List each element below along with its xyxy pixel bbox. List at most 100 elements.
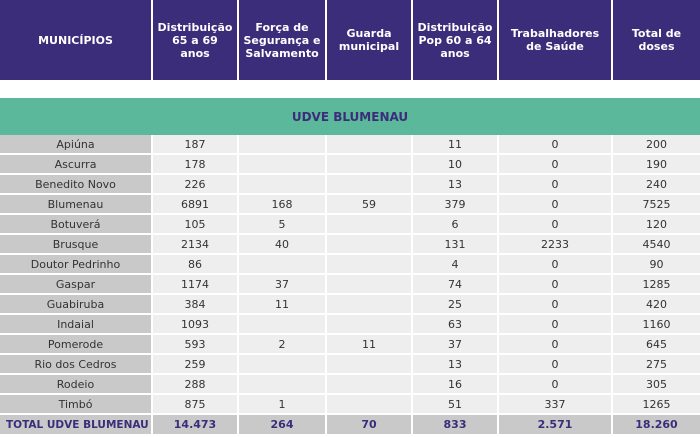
cell-distribuicao-60-64: 51: [412, 394, 499, 415]
cell-distribuicao-65-69: 187: [152, 135, 239, 155]
cell-guarda-municipal: [326, 274, 413, 295]
header-table: MUNICÍPIOS Distribuição 65 a 69 anos For…: [0, 0, 700, 80]
table-row: Doutor Pedrinho 86 4 0 90: [0, 254, 700, 275]
cell-municipio: Apiúna: [0, 135, 153, 155]
cell-distribuicao-65-69: 259: [152, 354, 239, 375]
cell-distribuicao-60-64: 131: [412, 234, 499, 255]
cell-municipio: Indaial: [0, 314, 153, 335]
cell-guarda-municipal: 59: [326, 194, 413, 215]
cell-guarda-municipal: [326, 135, 413, 155]
cell-municipio: Botuverá: [0, 214, 153, 235]
cell-municipio: Rodeio: [0, 374, 153, 395]
cell-forca-seguranca: [238, 135, 327, 155]
table-row: Indaial 1093 63 0 1160: [0, 314, 700, 335]
cell-guarda-municipal: [326, 174, 413, 195]
cell-municipio: Gaspar: [0, 274, 153, 295]
cell-forca-seguranca: [238, 354, 327, 375]
cell-guarda-municipal: [326, 154, 413, 175]
cell-trabalhadores-saude: 0: [498, 154, 613, 175]
table-row: Ascurra 178 10 0 190: [0, 154, 700, 175]
cell-forca-seguranca: 168: [238, 194, 327, 215]
cell-distribuicao-65-69: 384: [152, 294, 239, 315]
cell-trabalhadores-saude: 0: [498, 254, 613, 275]
cell-distribuicao-65-69: 875: [152, 394, 239, 415]
cell-distribuicao-60-64: 13: [412, 354, 499, 375]
cell-total-doses: 1265: [612, 394, 700, 415]
cell-trabalhadores-saude: 0: [498, 194, 613, 215]
table-row: Botuverá 105 5 6 0 120: [0, 214, 700, 235]
table-row: Blumenau 6891 168 59 379 0 7525: [0, 194, 700, 215]
total-trabalhadores-saude: 2.571: [498, 414, 613, 436]
cell-guarda-municipal: 11: [326, 334, 413, 355]
cell-guarda-municipal: [326, 394, 413, 415]
cell-total-doses: 645: [612, 334, 700, 355]
cell-forca-seguranca: 5: [238, 214, 327, 235]
cell-distribuicao-60-64: 379: [412, 194, 499, 215]
cell-total-doses: 90: [612, 254, 700, 275]
cell-distribuicao-60-64: 63: [412, 314, 499, 335]
cell-guarda-municipal: [326, 314, 413, 335]
cell-guarda-municipal: [326, 374, 413, 395]
table-row: Pomerode 593 2 11 37 0 645: [0, 334, 700, 355]
total-row: TOTAL UDVE BLUMENAU 14.473 264 70 833 2.571 18…: [0, 414, 700, 436]
table-row: Apiúna 187 11 0 200: [0, 135, 700, 155]
cell-distribuicao-65-69: 86: [152, 254, 239, 275]
cell-municipio: Doutor Pedrinho: [0, 254, 153, 275]
cell-total-doses: 420: [612, 294, 700, 315]
cell-forca-seguranca: 1: [238, 394, 327, 415]
cell-trabalhadores-saude: 0: [498, 374, 613, 395]
cell-total-doses: 4540: [612, 234, 700, 255]
cell-forca-seguranca: [238, 254, 327, 275]
total-guarda-municipal: 70: [326, 414, 413, 436]
cell-trabalhadores-saude: 0: [498, 274, 613, 295]
cell-distribuicao-60-64: 74: [412, 274, 499, 295]
total-distribuicao-60-64: 833: [412, 414, 499, 436]
cell-distribuicao-65-69: 226: [152, 174, 239, 195]
cell-distribuicao-65-69: 105: [152, 214, 239, 235]
table-row: Gaspar 1174 37 74 0 1285: [0, 274, 700, 295]
table-row: Rio dos Cedros 259 13 0 275: [0, 354, 700, 375]
cell-forca-seguranca: [238, 154, 327, 175]
header-distribuicao-60-64: Distribuição Pop 60 a 64 anos: [412, 0, 499, 80]
cell-total-doses: 190: [612, 154, 700, 175]
cell-trabalhadores-saude: 2233: [498, 234, 613, 255]
header-trabalhadores-saude: Trabalhadores de Saúde: [498, 0, 613, 80]
cell-total-doses: 1285: [612, 274, 700, 295]
header-total-doses: Total de doses: [612, 0, 700, 80]
cell-trabalhadores-saude: 0: [498, 354, 613, 375]
header-distribuicao-65-69: Distribuição 65 a 69 anos: [152, 0, 239, 80]
total-municipio: TOTAL UDVE BLUMENAU: [0, 414, 153, 436]
cell-total-doses: 120: [612, 214, 700, 235]
cell-forca-seguranca: [238, 174, 327, 195]
cell-trabalhadores-saude: 0: [498, 334, 613, 355]
cell-distribuicao-65-69: 2134: [152, 234, 239, 255]
total-total-doses: 18.260: [612, 414, 700, 436]
cell-distribuicao-60-64: 11: [412, 135, 499, 155]
cell-distribuicao-60-64: 13: [412, 174, 499, 195]
cell-total-doses: 240: [612, 174, 700, 195]
cell-trabalhadores-saude: 337: [498, 394, 613, 415]
cell-municipio: Blumenau: [0, 194, 153, 215]
cell-guarda-municipal: [326, 254, 413, 275]
cell-forca-seguranca: 2: [238, 334, 327, 355]
cell-municipio: Timbó: [0, 394, 153, 415]
cell-municipio: Guabiruba: [0, 294, 153, 315]
cell-distribuicao-65-69: 1093: [152, 314, 239, 335]
cell-forca-seguranca: 40: [238, 234, 327, 255]
cell-total-doses: 305: [612, 374, 700, 395]
cell-trabalhadores-saude: 0: [498, 135, 613, 155]
cell-guarda-municipal: [326, 214, 413, 235]
cell-trabalhadores-saude: 0: [498, 214, 613, 235]
cell-municipio: Pomerode: [0, 334, 153, 355]
data-table: Apiúna 187 11 0 200 Ascurra 178 10 0 190 Benedito …: [0, 135, 700, 436]
table-row: Benedito Novo 226 13 0 240: [0, 174, 700, 195]
cell-distribuicao-60-64: 6: [412, 214, 499, 235]
cell-forca-seguranca: 37: [238, 274, 327, 295]
region-title: UDVE BLUMENAU: [0, 98, 700, 135]
cell-distribuicao-65-69: 1174: [152, 274, 239, 295]
cell-trabalhadores-saude: 0: [498, 174, 613, 195]
cell-trabalhadores-saude: 0: [498, 314, 613, 335]
cell-guarda-municipal: [326, 354, 413, 375]
cell-municipio: Ascurra: [0, 154, 153, 175]
cell-distribuicao-65-69: 593: [152, 334, 239, 355]
